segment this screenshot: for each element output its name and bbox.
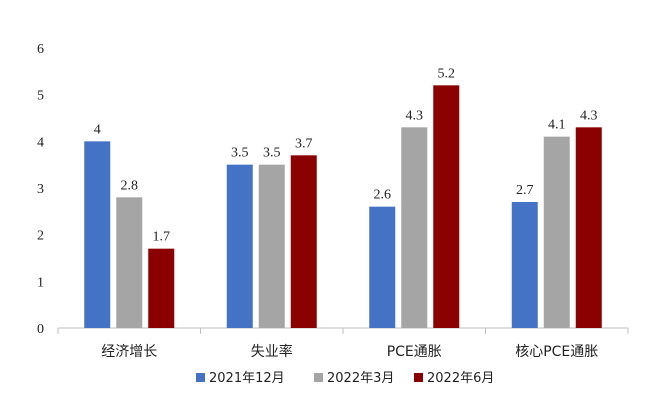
- data-label: 4.3: [580, 108, 598, 123]
- bar: [369, 206, 396, 328]
- legend: 2021年12月 2022年3月 2022年6月: [196, 371, 494, 386]
- y-axis: 0 1 2 3 4 5 6: [37, 42, 44, 337]
- bar: [84, 141, 111, 328]
- bar: [433, 85, 460, 328]
- category-label: 经济增长: [101, 344, 157, 360]
- bar: [258, 164, 285, 328]
- data-label: 4.1: [548, 118, 566, 133]
- y-tick-label: 1: [37, 275, 44, 290]
- y-tick-label: 5: [37, 89, 44, 104]
- y-tick-label: 4: [37, 135, 44, 150]
- category-label: 失业率: [251, 343, 293, 360]
- legend-label: 2022年3月: [327, 371, 394, 386]
- bar: [575, 127, 602, 328]
- category-label: 核心PCE通胀: [515, 344, 598, 360]
- data-label: 3.5: [263, 146, 281, 161]
- data-label: 4: [94, 122, 101, 137]
- bar: [511, 202, 538, 328]
- y-tick-label: 6: [37, 42, 44, 57]
- bar: [290, 155, 317, 328]
- legend-swatch: [314, 373, 323, 382]
- bar: [148, 248, 175, 328]
- y-tick-label: 2: [37, 229, 44, 244]
- x-axis: 经济增长 失业率 PCE通胀 核心PCE通胀: [57, 327, 629, 360]
- bar: [543, 136, 570, 328]
- data-label: 2.7: [516, 183, 534, 198]
- bars: 4 2.8 1.7 3.5 3.5 3.7 2.6 4.3 5.2 2.7 4.1 4.3: [84, 66, 602, 328]
- legend-label: 2021年12月: [209, 371, 285, 386]
- bar: [401, 127, 428, 328]
- bar: [226, 164, 253, 328]
- y-tick-label: 0: [37, 322, 44, 337]
- category-label: PCE通胀: [387, 344, 442, 360]
- data-label: 1.7: [153, 230, 171, 245]
- y-tick-label: 3: [37, 182, 44, 197]
- data-label: 5.2: [438, 66, 456, 81]
- bar: [116, 197, 143, 328]
- data-label: 2.6: [374, 188, 392, 203]
- data-label: 3.7: [295, 136, 313, 151]
- data-label: 3.5: [231, 146, 249, 161]
- legend-label: 2022年6月: [427, 371, 494, 386]
- data-label: 2.8: [121, 178, 139, 193]
- legend-swatch: [414, 373, 423, 382]
- data-label: 4.3: [406, 108, 424, 123]
- legend-swatch: [196, 373, 205, 382]
